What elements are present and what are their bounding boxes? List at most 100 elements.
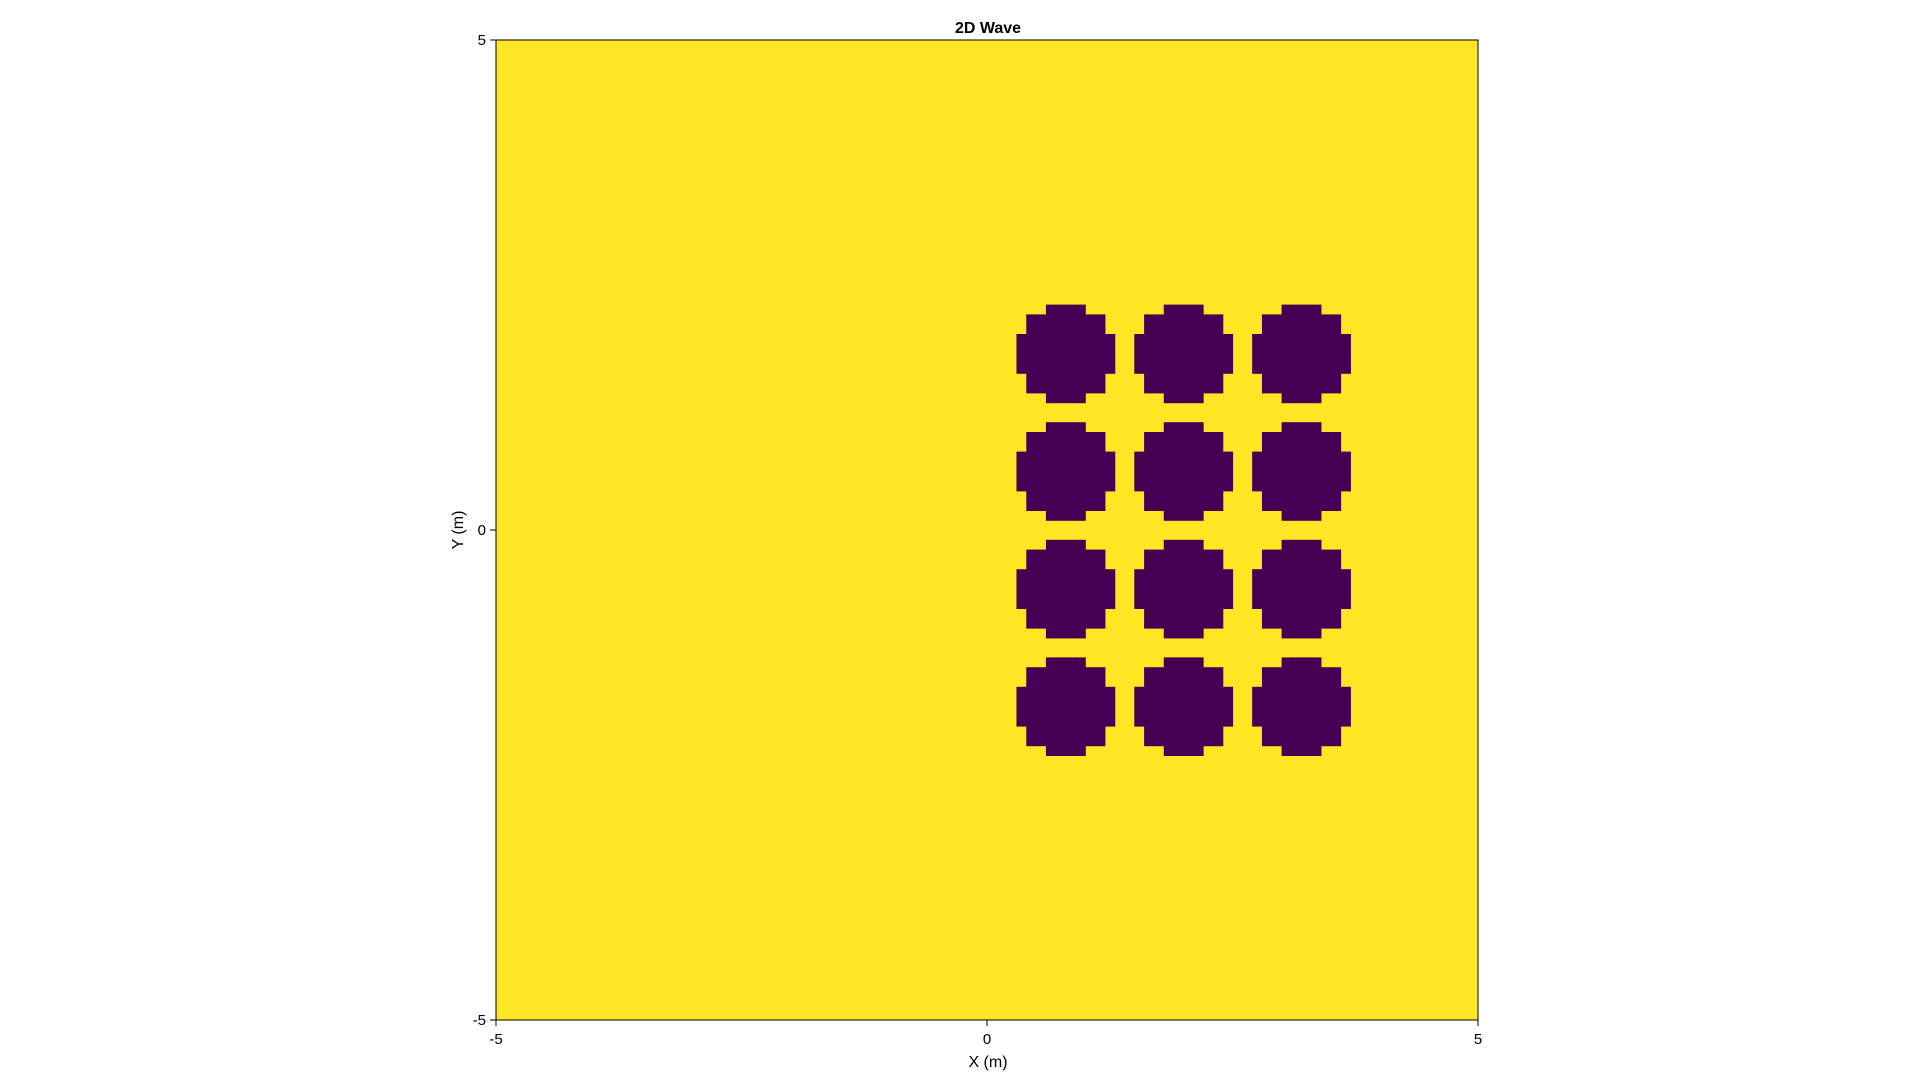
- region-cell: [1045, 510, 1086, 521]
- region-cell: [1144, 608, 1224, 619]
- region-cell: [1134, 343, 1234, 355]
- region-cell: [1144, 373, 1224, 384]
- region-cell: [1163, 657, 1204, 668]
- y-axis-label: Y (m): [450, 511, 467, 550]
- region-cell: [1134, 363, 1234, 374]
- region-cell: [1026, 324, 1106, 335]
- region-cell: [1252, 686, 1351, 698]
- region-cell: [1163, 510, 1204, 521]
- y-tick-label: -5: [473, 1012, 486, 1029]
- region-cell: [1163, 745, 1204, 756]
- region-cell: [1261, 559, 1342, 570]
- region-cell: [1026, 373, 1106, 384]
- region-cell: [1144, 559, 1224, 570]
- region-cell: [1134, 716, 1234, 727]
- region-circle-r2-c0: [1016, 539, 1116, 639]
- region-circle-r0-c0: [1016, 304, 1116, 404]
- region-cell: [1144, 441, 1224, 453]
- region-cell: [1144, 549, 1224, 560]
- region-cell: [1261, 373, 1342, 384]
- region-cell: [1016, 598, 1116, 609]
- region-cell: [1134, 481, 1234, 492]
- y-tick-label: 5: [478, 32, 486, 49]
- region-cell: [1252, 343, 1351, 355]
- region-cell: [1261, 383, 1342, 394]
- region-cell: [1144, 324, 1224, 335]
- region-cell: [1281, 628, 1322, 639]
- region-cell: [1252, 579, 1351, 590]
- region-cell: [1163, 392, 1204, 404]
- region-cell: [1261, 500, 1342, 511]
- region-cell: [1026, 500, 1106, 511]
- region-circle-r1-c1: [1134, 422, 1234, 521]
- region-cell: [1045, 539, 1086, 551]
- region-cell: [1045, 745, 1086, 756]
- region-cell: [1163, 539, 1204, 551]
- region-cell: [1252, 569, 1351, 580]
- region-cell: [1252, 716, 1351, 727]
- region-cell: [1026, 383, 1106, 394]
- region-cell: [1026, 735, 1106, 747]
- region-cell: [1026, 441, 1106, 453]
- region-cell: [1252, 481, 1351, 492]
- region-cell: [1252, 588, 1351, 600]
- region-cell: [1026, 618, 1106, 629]
- heatmap-background: [496, 40, 1478, 1020]
- region-cell: [1281, 745, 1322, 756]
- region-cell: [1261, 549, 1342, 560]
- region-cell: [1261, 667, 1342, 678]
- region-cell: [1134, 579, 1234, 590]
- region-cell: [1016, 353, 1116, 364]
- region-cell: [1134, 471, 1234, 482]
- region-cell: [1144, 726, 1224, 737]
- region-cell: [1252, 471, 1351, 482]
- region-circle-r2-c2: [1252, 539, 1351, 639]
- region-cell: [1281, 539, 1322, 551]
- region-cell: [1163, 422, 1204, 433]
- region-cell: [1016, 334, 1116, 345]
- region-cell: [1134, 569, 1234, 580]
- region-cell: [1163, 304, 1204, 315]
- region-cell: [1016, 481, 1116, 492]
- region-cell: [1261, 726, 1342, 737]
- region-cell: [1261, 432, 1342, 443]
- region-cell: [1252, 353, 1351, 364]
- x-tick-label: 5: [1474, 1031, 1482, 1048]
- region-cell: [1163, 628, 1204, 639]
- region-cell: [1144, 432, 1224, 443]
- plot-area: [496, 40, 1478, 1020]
- region-cell: [1261, 314, 1342, 325]
- region-cell: [1281, 422, 1322, 433]
- region-cell: [1016, 363, 1116, 374]
- x-tick-label: -5: [489, 1031, 502, 1048]
- region-cell: [1252, 706, 1351, 717]
- x-tick-label: 0: [983, 1031, 991, 1048]
- region-cell: [1134, 686, 1234, 698]
- region-cell: [1134, 696, 1234, 707]
- region-cell: [1261, 490, 1342, 502]
- x-axis-label: X (m): [968, 1054, 1007, 1071]
- region-cell: [1016, 471, 1116, 482]
- region-cell: [1252, 696, 1351, 707]
- region-cell: [1144, 735, 1224, 747]
- region-cell: [1016, 686, 1116, 698]
- region-cell: [1261, 618, 1342, 629]
- region-cell: [1144, 618, 1224, 629]
- region-cell: [1144, 314, 1224, 325]
- region-cell: [1252, 461, 1351, 472]
- region-cell: [1016, 696, 1116, 707]
- region-cell: [1252, 598, 1351, 609]
- region-cell: [1252, 363, 1351, 374]
- region-cell: [1045, 304, 1086, 315]
- region-cell: [1261, 608, 1342, 619]
- region-cell: [1045, 628, 1086, 639]
- region-cell: [1281, 657, 1322, 668]
- region-cell: [1134, 706, 1234, 717]
- region-cell: [1016, 588, 1116, 600]
- region-cell: [1045, 422, 1086, 433]
- region-cell: [1144, 677, 1224, 688]
- region-cell: [1026, 314, 1106, 325]
- region-circle-r0-c2: [1252, 304, 1351, 404]
- region-cell: [1026, 726, 1106, 737]
- region-cell: [1026, 608, 1106, 619]
